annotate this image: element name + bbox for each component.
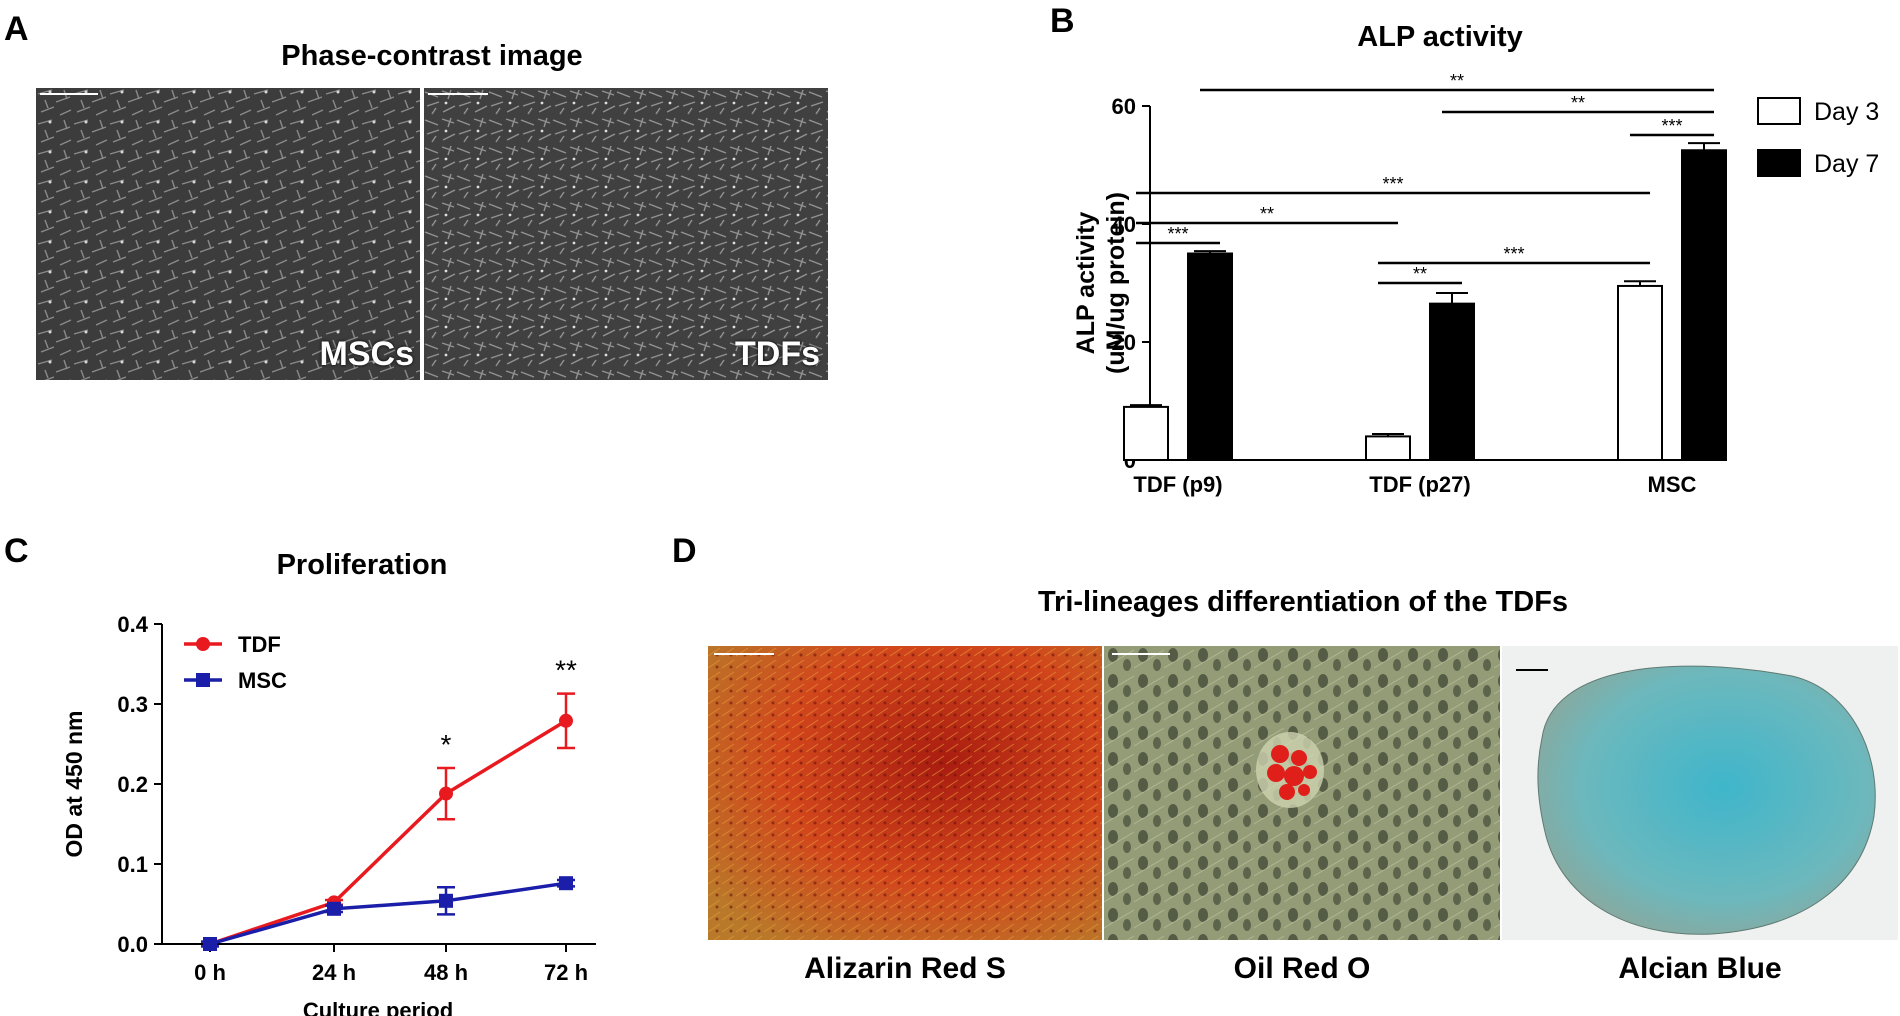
prolif-legend-marker (196, 673, 210, 687)
oil-red-micrograph (1104, 646, 1500, 940)
prolif-legend-label: TDF (238, 632, 281, 657)
alp-bar (1681, 149, 1727, 461)
alp-y-tick-label: 60 (1112, 94, 1136, 119)
proliferation-chart: Proliferation 0.0 0.1 0.2 0.3 0.4 0 h 24 h 48 h 7… (61, 549, 596, 1016)
alp-y-tick-label: 20 (1112, 330, 1136, 355)
alp-significance-label: *** (1382, 174, 1403, 194)
prolif-point-msc (559, 876, 573, 891)
mscs-micrograph (36, 88, 420, 380)
proliferation-chart-title: Proliferation (277, 549, 448, 581)
phase-contrast-image-tdfs: TDFs (424, 88, 828, 380)
alp-bar (1187, 252, 1233, 461)
prolif-series-line (209, 881, 567, 946)
oil-red-image (1104, 646, 1500, 940)
prolif-point-msc (439, 893, 453, 908)
panel-a-letter: A (4, 10, 29, 48)
prolif-y-tick-label: 0.0 (117, 932, 148, 957)
alp-category-label: TDF (p27) (1369, 472, 1470, 497)
alcian-blue-image (1502, 646, 1898, 940)
alp-y-tick-label: 40 (1112, 212, 1136, 237)
alp-bar (1429, 302, 1475, 461)
alcian-micrograph (1502, 646, 1898, 940)
prolif-series-line (209, 719, 567, 946)
prolif-significance-label: * (441, 729, 452, 760)
alp-legend-label: Day 7 (1814, 150, 1879, 178)
alp-category-label: MSC (1648, 472, 1697, 497)
prolif-legend-label: MSC (238, 668, 287, 693)
alp-y-label-line1: ALP activity (1072, 212, 1100, 355)
alizarin-micrograph (708, 646, 1102, 940)
alp-legend-swatch (1757, 97, 1801, 125)
alcian-blue-caption: Alcian Blue (1618, 952, 1782, 985)
prolif-y-tick-label: 0.1 (117, 852, 148, 877)
alp-activity-chart: ALP activity0204060ALP activity(uM/ug pr… (1072, 21, 1879, 497)
mscs-label: MSCs (319, 335, 414, 373)
phase-contrast-image-mscs: MSCs (36, 88, 420, 380)
prolif-point-tdf (439, 786, 453, 801)
alp-significance-label: *** (1503, 244, 1524, 264)
prolif-significance-label: ** (555, 655, 577, 686)
panel-d-letter: D (672, 532, 697, 570)
prolif-x-label: Culture period (303, 998, 453, 1016)
prolif-x-tick-label: 0 h (194, 960, 226, 985)
prolif-x-tick-label: 48 h (424, 960, 468, 985)
alp-significance-label: *** (1167, 224, 1188, 244)
prolif-x-tick-label: 72 h (544, 960, 588, 985)
alp-significance-label: ** (1571, 93, 1585, 113)
panel-c-letter: C (4, 532, 29, 570)
alp-bar (1123, 405, 1169, 461)
prolif-point-msc (203, 937, 217, 951)
prolif-point-msc (327, 901, 341, 916)
prolif-y-tick-label: 0.2 (117, 772, 148, 797)
alp-significance-label: ** (1450, 71, 1464, 91)
alp-legend-swatch (1757, 149, 1801, 177)
prolif-y-tick-label: 0.3 (117, 692, 148, 717)
prolif-y-label: OD at 450 nm (61, 711, 87, 858)
alp-significance-label: *** (1661, 116, 1682, 136)
oil-red-caption: Oil Red O (1233, 952, 1371, 985)
alp-significance-label: ** (1413, 264, 1427, 284)
prolif-point-tdf (559, 713, 573, 728)
panel-a-title: Phase-contrast image (281, 40, 583, 72)
prolif-legend-marker (196, 637, 210, 651)
prolif-y-tick-label: 0.4 (117, 612, 148, 637)
alp-y-label-line2: (uM/ug protein) (1102, 192, 1130, 374)
alp-bar (1365, 435, 1411, 461)
alp-chart-title: ALP activity (1357, 21, 1522, 53)
panel-d-title: Tri-lineages differentiation of the TDFs (1037, 586, 1569, 618)
alizarin-red-image (708, 646, 1102, 940)
panel-b-letter: B (1050, 2, 1075, 40)
alp-legend-label: Day 3 (1814, 98, 1879, 126)
prolif-x-tick-label: 24 h (312, 960, 356, 985)
alp-significance-label: ** (1260, 204, 1274, 224)
alizarin-red-caption: Alizarin Red S (804, 952, 1006, 985)
tdfs-label: TDFs (735, 335, 820, 373)
tdfs-micrograph (424, 88, 828, 380)
alp-bar (1617, 284, 1663, 462)
alp-category-label: TDF (p9) (1133, 472, 1222, 497)
